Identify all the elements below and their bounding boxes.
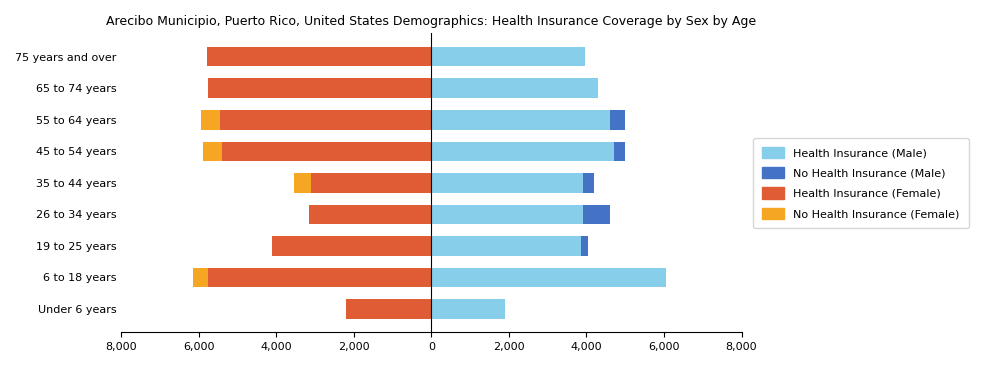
Bar [431, 236, 588, 256]
Legend: Health Insurance (Male), No Health Insurance (Male), Health Insurance (Female), : Health Insurance (Male), No Health Insur… [754, 138, 968, 228]
Bar [431, 268, 666, 287]
Title: Arecibo Municipio, Puerto Rico, United States Demographics: Health Insurance Cov: Arecibo Municipio, Puerto Rico, United S… [106, 15, 756, 28]
Bar [207, 47, 431, 66]
Bar [431, 79, 598, 98]
Bar [431, 268, 666, 287]
Bar [431, 142, 625, 161]
Bar [431, 204, 582, 224]
Bar [431, 110, 610, 130]
Bar [273, 236, 431, 256]
Bar [222, 142, 431, 161]
Bar [346, 299, 431, 319]
Bar [209, 268, 431, 287]
Bar [431, 236, 580, 256]
Bar [431, 299, 505, 319]
Bar [201, 110, 431, 130]
Bar [207, 47, 431, 66]
Bar [431, 173, 582, 193]
Bar [431, 299, 505, 319]
Bar [346, 299, 431, 319]
Bar [294, 173, 431, 193]
Bar [431, 47, 584, 66]
Bar [309, 204, 431, 224]
Bar [431, 79, 598, 98]
Bar [209, 79, 431, 98]
Bar [431, 47, 584, 66]
Bar [220, 110, 431, 130]
Bar [273, 236, 431, 256]
Bar [309, 204, 431, 224]
Bar [431, 142, 614, 161]
Bar [431, 204, 610, 224]
Bar [431, 173, 594, 193]
Bar [203, 142, 431, 161]
Bar [193, 268, 431, 287]
Bar [311, 173, 431, 193]
Bar [209, 79, 431, 98]
Bar [431, 110, 625, 130]
